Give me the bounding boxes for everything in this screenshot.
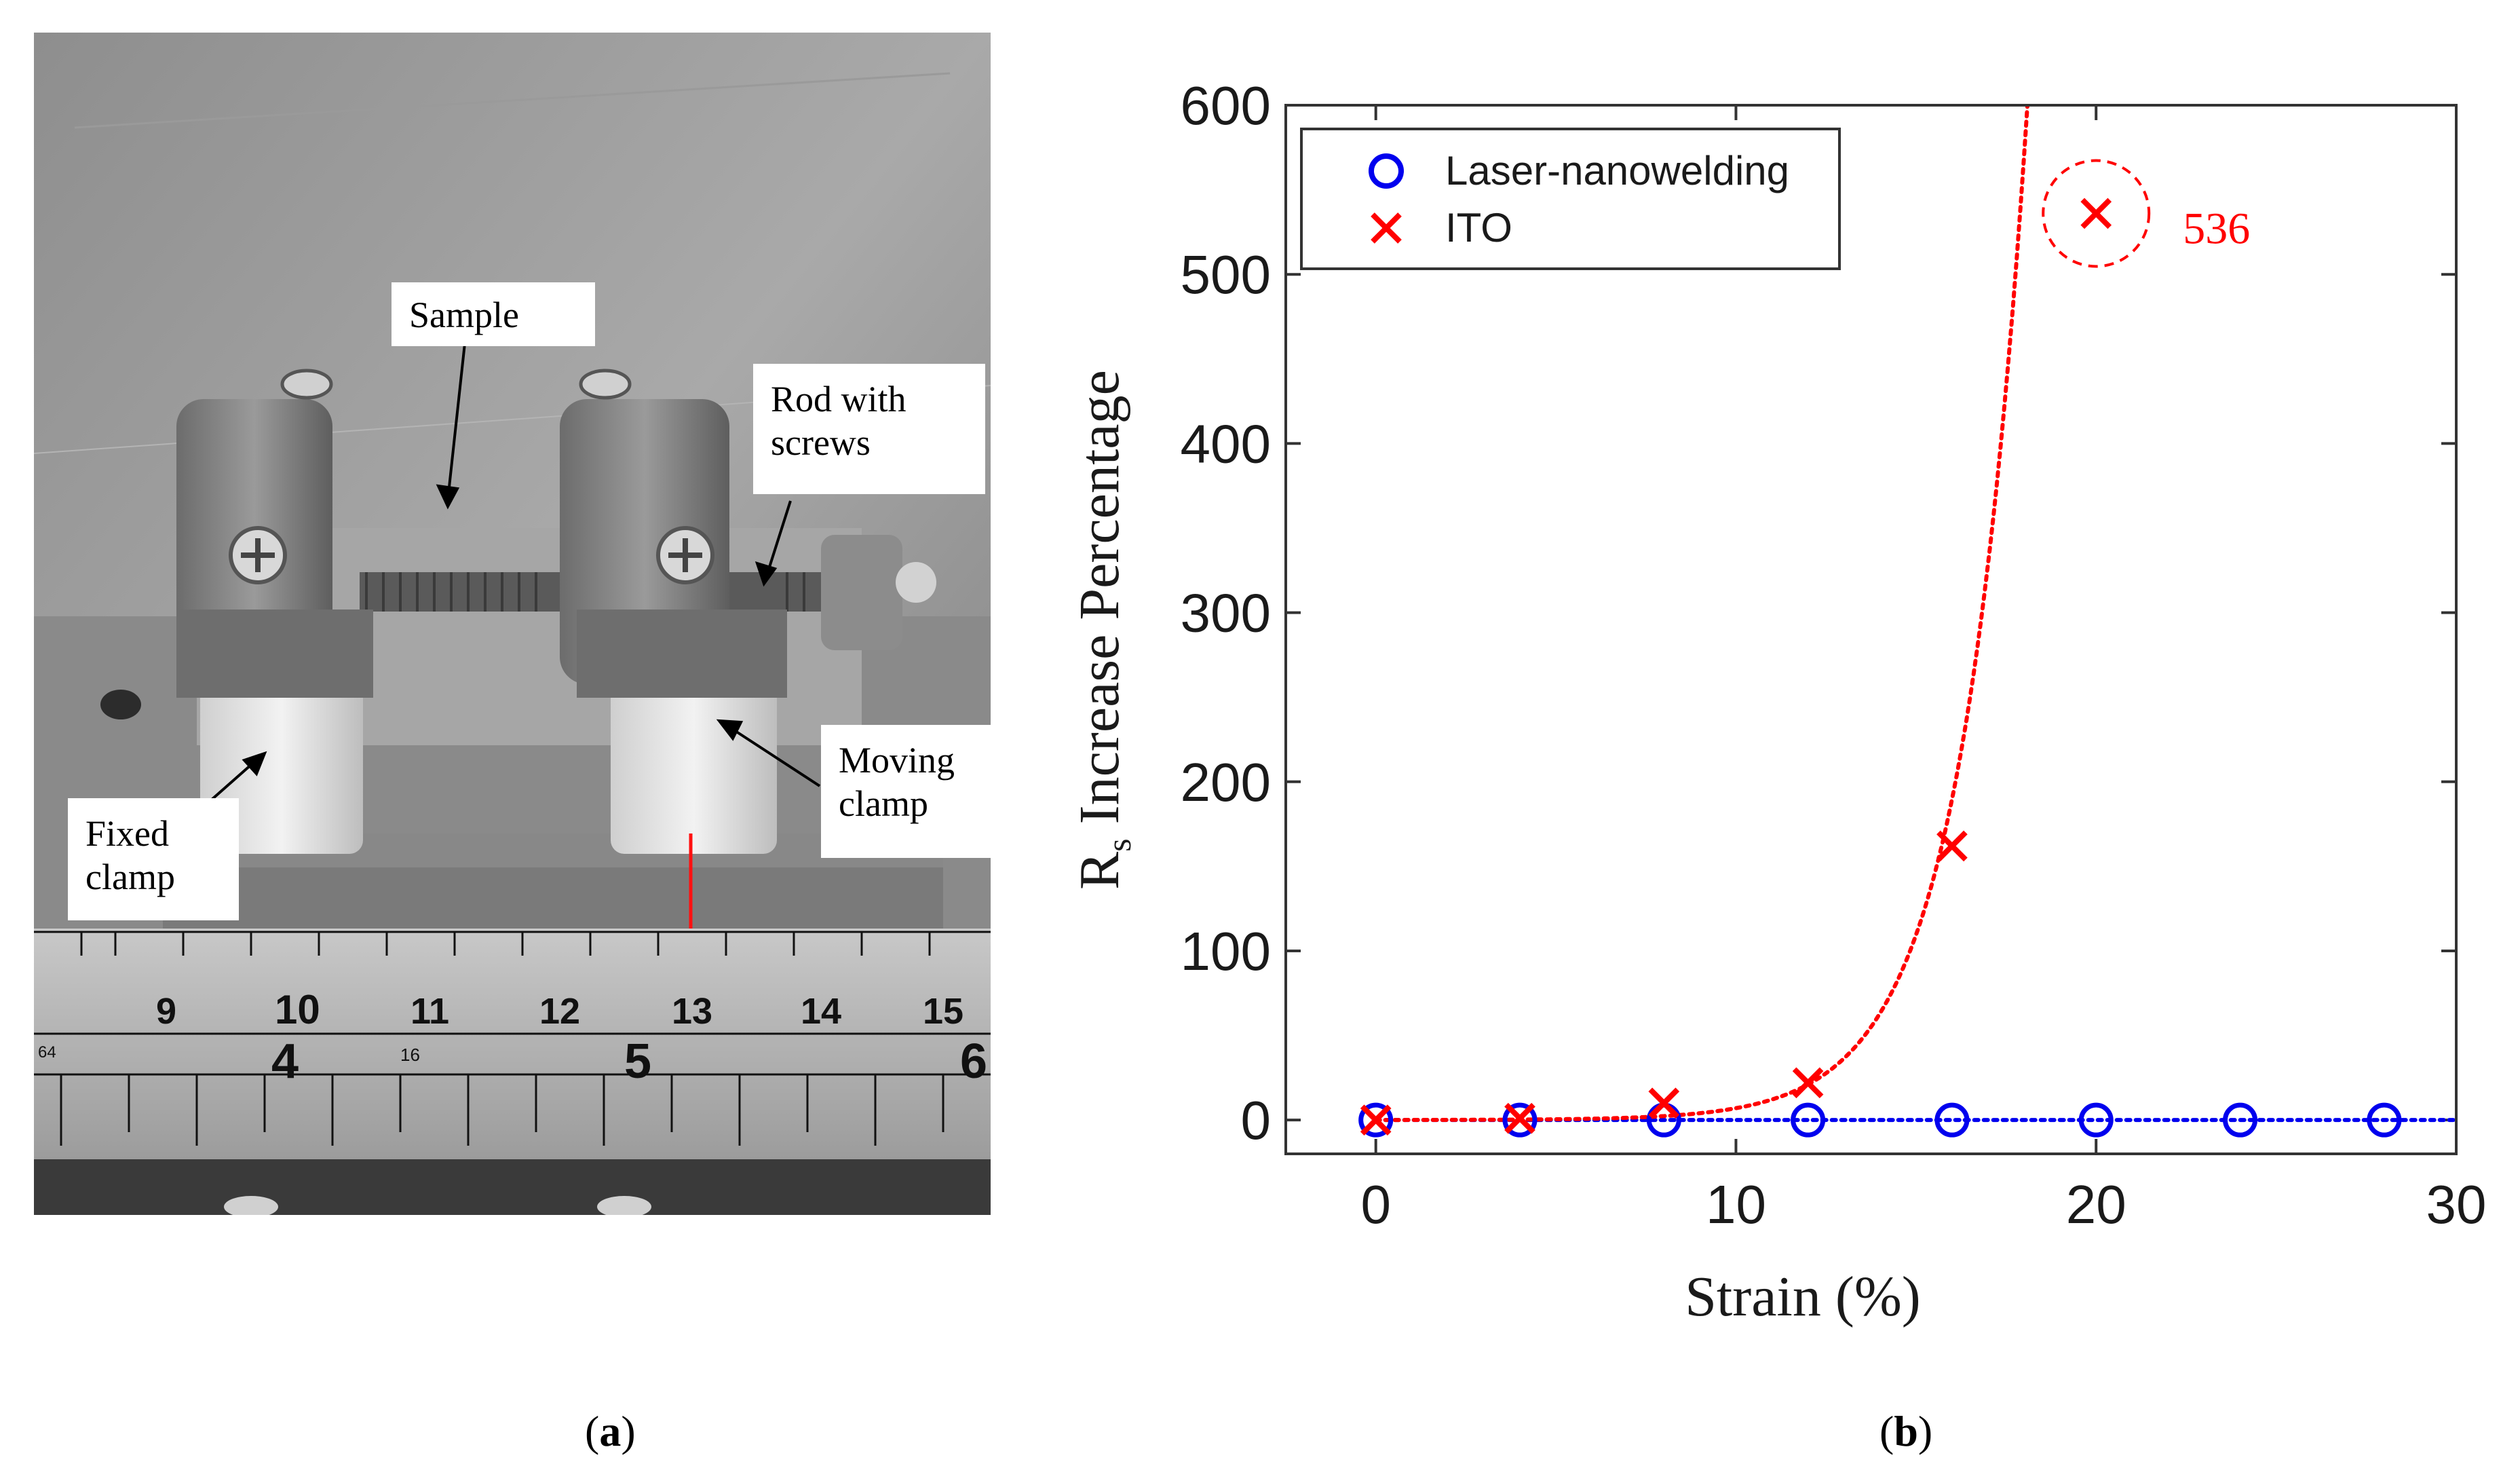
legend-label-ito: ITO — [1445, 205, 1512, 250]
panel-b-caption: (b) — [1879, 1407, 1933, 1455]
ruler-small-label: 16 — [400, 1045, 420, 1065]
laser-data-point — [2367, 1102, 2402, 1138]
ruler-cm-label: 14 — [801, 991, 841, 1032]
callout-moving-line1: Moving — [839, 740, 955, 781]
y-axis-title: Rs Increase Percentage — [1068, 370, 1138, 890]
callout-fixed-line1: Fixed — [85, 813, 170, 854]
panel-a-caption: (a) — [585, 1407, 636, 1455]
ito-data-point-stroke — [1648, 1087, 1680, 1119]
annotation-dashed-circle — [2042, 159, 2151, 268]
ruler-cm-label: 11 — [411, 991, 449, 1032]
legend-marker-ito-cross — [1371, 212, 1402, 244]
legend-box — [1300, 128, 1841, 270]
annotation-536: 536 — [2042, 159, 2250, 268]
callout-sample: Sample — [392, 282, 595, 346]
ruler-in-label: 5 — [624, 1034, 651, 1089]
legend-label-laser: Laser-nanowelding — [1445, 148, 1789, 193]
y-tick-label: 400 — [1181, 413, 1271, 474]
callout-fixed-line2: clamp — [85, 857, 175, 897]
callout-fixed-clamp: Fixed clamp — [68, 798, 239, 920]
x-tick-label: 30 — [2426, 1174, 2487, 1235]
panel-b-caption-letter: b — [1894, 1407, 1918, 1455]
ito-data-point-stroke — [2080, 198, 2112, 229]
y-tick-label: 0 — [1241, 1090, 1272, 1150]
y-axis-title-subscript: s — [1100, 838, 1138, 851]
chart-fit-lines — [1373, 105, 2458, 1123]
chart-legend: Laser-nanowelding ITO — [1300, 128, 1841, 270]
ito-fit-curve — [1373, 105, 2030, 1123]
laser-data-point — [1791, 1102, 1826, 1138]
ito-data-point — [1504, 1102, 1535, 1134]
ruler-cm-label: 15 — [923, 991, 963, 1032]
x-tick-label: 10 — [1706, 1174, 1766, 1235]
ruler-small-label: 64 — [38, 1043, 56, 1062]
y-axis-title-rest: Increase Percentage — [1068, 370, 1131, 838]
ito-data-point — [2080, 198, 2112, 229]
legend-marker-laser-circle — [1369, 153, 1404, 189]
x-tick-label: 20 — [2066, 1174, 2126, 1235]
laser-data-point — [2223, 1102, 2258, 1138]
ruler-in-label: 6 — [960, 1034, 987, 1089]
ruler-cm-label: 10 — [275, 987, 320, 1032]
ruler-cm-label: 12 — [539, 991, 580, 1032]
callout-rod-with-screws: Rod with screws — [753, 364, 985, 494]
callout-moving-clamp: Moving clamp — [821, 725, 991, 858]
ito-data-point — [1360, 1104, 1392, 1136]
y-axis-title-main: R — [1068, 852, 1131, 890]
ito-data-point-stroke — [1792, 1067, 1824, 1099]
ito-data-point-stroke — [1504, 1102, 1535, 1134]
callout-rod-line2: screws — [771, 422, 871, 463]
ruler-cm-label: 13 — [672, 991, 712, 1032]
y-tick-label: 100 — [1181, 921, 1271, 981]
chart-ticks — [1286, 104, 2458, 1154]
laser-data-point — [1502, 1102, 1538, 1138]
y-tick-label: 200 — [1181, 752, 1271, 812]
panel-a-caption-letter: a — [599, 1407, 622, 1455]
photo-panel: 9 10 11 12 13 14 15 4 5 6 64 16 — [33, 33, 991, 1218]
y-tick-label: 300 — [1181, 583, 1271, 643]
laser-data-point — [1934, 1102, 1970, 1138]
y-tick-label: 500 — [1181, 244, 1271, 305]
laser-data-point — [2078, 1102, 2114, 1138]
ito-data-point — [1648, 1087, 1680, 1119]
x-axis-title: Strain (%) — [1685, 1265, 1921, 1328]
callout-rod-line1: Rod with — [771, 379, 906, 419]
callout-moving-line2: clamp — [839, 783, 928, 824]
ito-data-point — [1936, 830, 1968, 862]
y-tick-label: 600 — [1181, 75, 1271, 136]
callout-sample-text: Sample — [409, 295, 519, 335]
ruler-in-label: 4 — [271, 1034, 299, 1089]
ito-data-point-stroke — [1360, 1104, 1392, 1136]
annotation-label: 536 — [2183, 204, 2250, 253]
chart-markers — [1358, 198, 2402, 1138]
plot-area-frame — [1284, 104, 2458, 1155]
ito-data-point-stroke — [1936, 830, 1968, 862]
photo-illustration: 9 10 11 12 13 14 15 4 5 6 64 16 — [33, 33, 991, 1218]
ruler-cm-label: 9 — [156, 991, 176, 1032]
ito-data-point — [1792, 1067, 1824, 1099]
laser-data-point — [1358, 1102, 1394, 1138]
x-tick-label: 0 — [1360, 1174, 1391, 1235]
